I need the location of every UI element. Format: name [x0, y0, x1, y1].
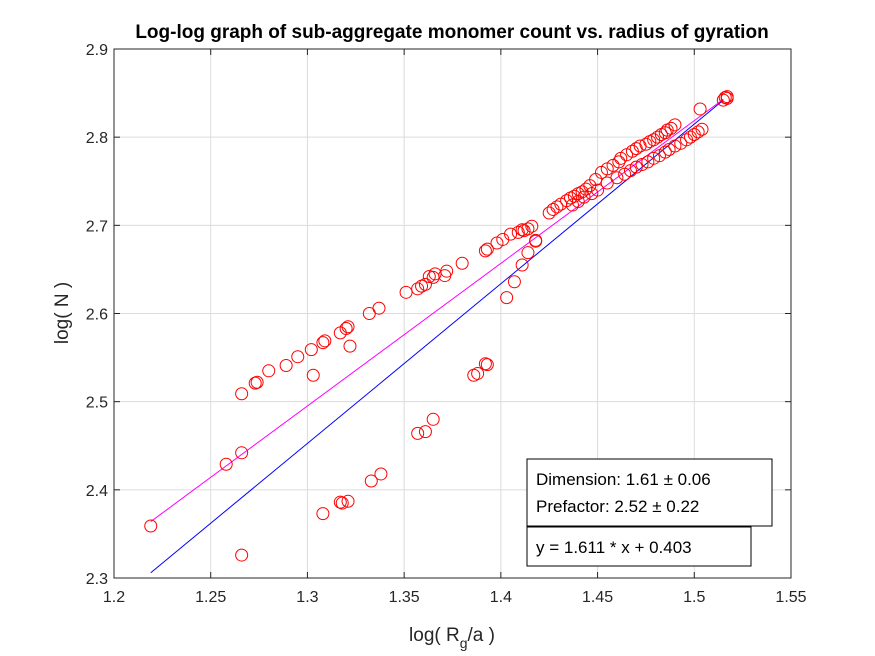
data-point	[635, 157, 649, 171]
data-point	[235, 548, 249, 562]
data-point	[372, 301, 386, 315]
y-axis-label: log( N )	[52, 282, 73, 344]
data-point	[316, 507, 330, 521]
y-tick-label: 2.3	[86, 571, 108, 588]
data-point	[612, 155, 626, 169]
y-tick-label: 2.9	[86, 42, 108, 59]
equation-text: y = 1.611 * x + 0.403	[536, 538, 692, 557]
data-point	[341, 494, 355, 508]
x-axis-ticks: 1.2 1.25 1.3 1.35 1.4 1.45 1.5 1.55	[103, 49, 807, 606]
dimension-text: Dimension: 1.61 ± 0.06	[536, 470, 711, 489]
data-point	[304, 343, 318, 357]
x-axis-label: log( Rg/a )	[409, 625, 495, 651]
data-point	[374, 467, 388, 481]
x-tick-label: 1.4	[490, 589, 512, 606]
data-point	[658, 145, 672, 159]
data-point	[668, 139, 682, 153]
data-point	[693, 102, 707, 116]
data-point	[455, 256, 469, 270]
data-point	[335, 496, 349, 510]
x-tick-label: 1.2	[103, 589, 125, 606]
data-point	[291, 350, 305, 364]
data-point	[418, 425, 432, 439]
data-point	[639, 137, 653, 151]
y-tick-label: 2.8	[86, 130, 108, 147]
data-point	[279, 359, 293, 373]
data-point	[529, 234, 543, 248]
data-point	[478, 244, 492, 258]
data-point	[411, 282, 425, 296]
data-point	[248, 376, 262, 390]
data-point	[550, 200, 564, 214]
data-point	[438, 269, 452, 283]
stats-annotation-box: Dimension: 1.61 ± 0.06 Prefactor: 2.52 ±…	[526, 458, 773, 527]
data-point	[525, 219, 539, 233]
x-tick-label: 1.3	[296, 589, 318, 606]
y-axis-ticks: 2.3 2.4 2.5 2.6 2.7 2.8 2.9	[86, 42, 791, 588]
data-point	[235, 446, 249, 460]
data-point	[664, 121, 678, 135]
data-point	[399, 285, 413, 299]
data-point	[718, 90, 732, 104]
data-point	[504, 227, 518, 241]
data-point	[515, 223, 529, 237]
x-tick-label: 1.5	[683, 589, 705, 606]
data-point	[219, 457, 233, 471]
data-point	[422, 269, 436, 283]
data-point	[341, 320, 355, 334]
y-tick-label: 2.5	[86, 395, 108, 412]
data-point	[144, 519, 158, 533]
data-point	[250, 375, 264, 389]
data-point	[426, 412, 440, 426]
data-point	[507, 275, 521, 289]
data-point	[262, 364, 276, 378]
data-point	[591, 183, 605, 197]
data-point	[610, 171, 624, 185]
data-point	[471, 366, 485, 380]
data-point	[343, 339, 357, 353]
data-point	[651, 130, 665, 144]
data-point	[511, 225, 525, 239]
data-point	[647, 151, 661, 165]
data-point	[515, 258, 529, 272]
data-point	[695, 122, 709, 136]
data-point	[480, 242, 494, 256]
data-point	[318, 334, 332, 348]
data-point	[411, 426, 425, 440]
prefactor-text: Prefactor: 2.52 ± 0.22	[536, 497, 699, 516]
data-point	[521, 222, 535, 236]
data-point	[500, 291, 514, 305]
x-tick-label: 1.55	[775, 589, 806, 606]
data-point	[480, 358, 494, 372]
data-point	[235, 387, 249, 401]
chart-title: Log-log graph of sub-aggregate monomer c…	[135, 22, 768, 43]
data-point	[521, 246, 535, 260]
data-point	[668, 118, 682, 132]
data-point	[333, 495, 347, 509]
x-tick-label: 1.35	[389, 589, 420, 606]
data-point	[577, 190, 591, 204]
data-point	[691, 125, 705, 139]
data-point	[478, 357, 492, 371]
data-point	[339, 321, 353, 335]
equation-annotation-box: y = 1.611 * x + 0.403	[526, 526, 752, 567]
y-tick-label: 2.6	[86, 307, 108, 324]
data-points	[144, 90, 734, 562]
data-point	[418, 277, 432, 291]
data-point	[364, 474, 378, 488]
x-tick-label: 1.25	[195, 589, 226, 606]
data-point	[316, 336, 330, 350]
data-point	[306, 368, 320, 382]
data-point	[720, 91, 734, 105]
x-tick-label: 1.45	[582, 589, 613, 606]
y-tick-label: 2.7	[86, 218, 108, 235]
data-point	[629, 160, 643, 174]
y-tick-label: 2.4	[86, 483, 108, 500]
